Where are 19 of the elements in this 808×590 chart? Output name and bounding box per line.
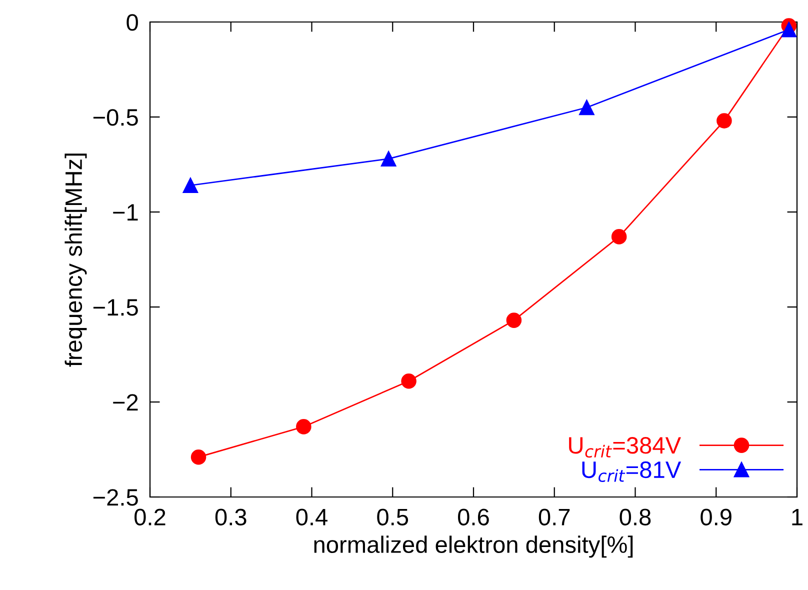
legend-label: U$_{crit}$=384V — [569, 437, 681, 458]
x-axis-title: normalized elektron density[%] — [314, 536, 633, 558]
x-tick-label: 0.3 — [215, 508, 246, 526]
x-tick-label: 0.8 — [620, 508, 651, 526]
legend-label: U$_{crit}$=81V — [582, 461, 682, 482]
y-tick-label: −1.5 — [93, 299, 138, 316]
y-tick-label: −1 — [113, 204, 138, 221]
y-axis-title: frequency shift[MHz] — [64, 154, 87, 367]
x-tick-label: 0.6 — [458, 508, 489, 526]
x-tick-label: 0.7 — [538, 508, 570, 526]
x-tick-label: 0.4 — [296, 508, 328, 526]
y-tick-label: −2.5 — [93, 489, 138, 506]
y-tick-label: −2 — [113, 394, 138, 411]
x-tick-label: 1 — [792, 508, 802, 526]
x-tick-label: 0.9 — [700, 508, 732, 526]
x-tick-label: 0.5 — [377, 508, 408, 526]
x-tick-label: 0.2 — [134, 508, 166, 526]
y-tick-label: −0.5 — [93, 109, 138, 126]
y-tick-label: 0 — [126, 14, 138, 31]
